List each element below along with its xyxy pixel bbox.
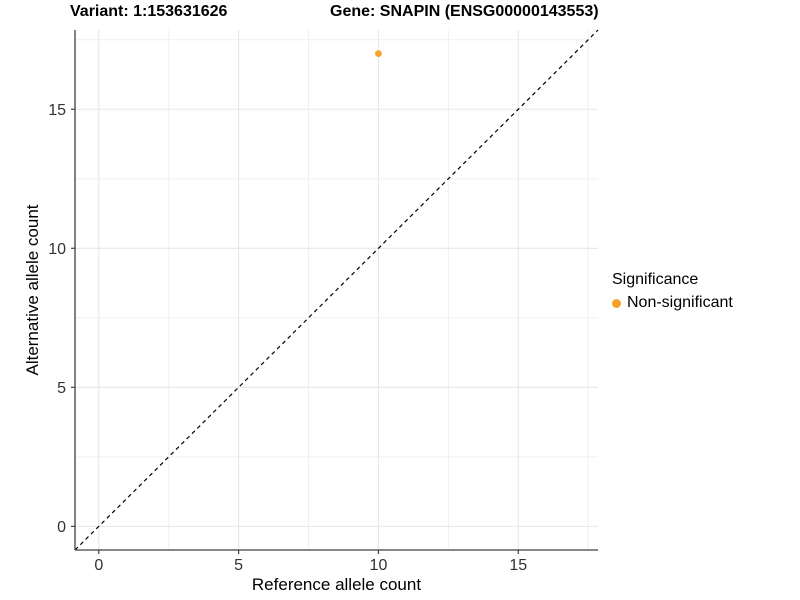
y-tick-label: 15 [48, 102, 66, 119]
data-point [375, 50, 382, 58]
x-tick-label: 0 [94, 557, 103, 574]
y-tick-label: 5 [57, 380, 66, 397]
identity-dashed-line [74, 29, 599, 551]
legend-point-icon [612, 298, 621, 308]
gene-title: Gene: SNAPIN (ENSG00000143553) [330, 3, 599, 20]
legend-title: Significance [612, 271, 699, 288]
x-tick-label: 5 [234, 557, 243, 574]
x-tick-label: 10 [370, 557, 388, 574]
y-tick-label: 0 [57, 519, 66, 536]
x-tick-label: 15 [509, 557, 527, 574]
y-tick-label: 10 [48, 241, 66, 258]
variant-title: Variant: 1:153631626 [70, 3, 228, 20]
legend-item-label: Non-significant [627, 294, 733, 311]
legend: Significance Non-significant [612, 271, 733, 312]
legend-item: Non-significant [612, 294, 733, 312]
x-axis-title: Reference allele count [251, 575, 422, 594]
y-axis-title: Alternative allele count [23, 204, 42, 376]
